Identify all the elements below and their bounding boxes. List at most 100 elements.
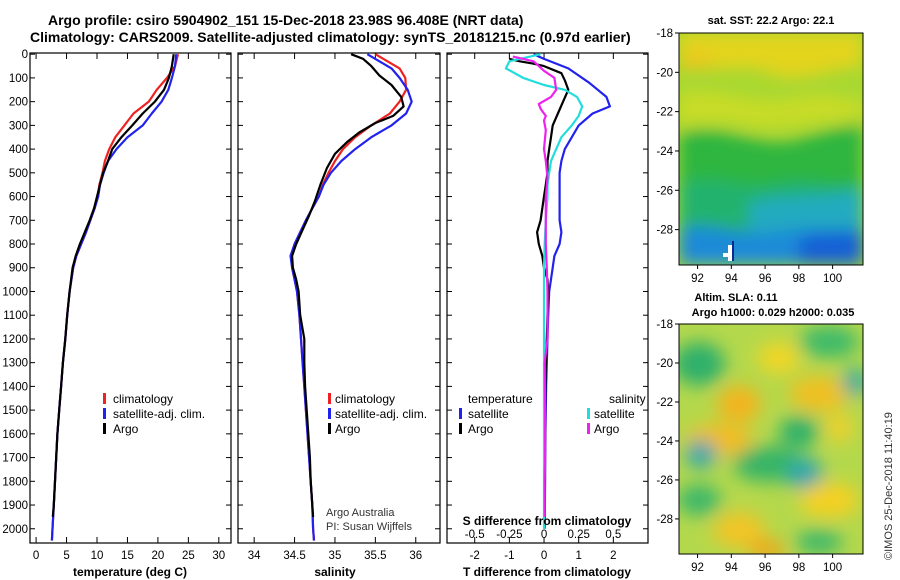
sst-map-lat-label: -28	[656, 225, 673, 237]
legend-swatch-s-satellite	[587, 408, 590, 419]
s-difference-tick-label: -0.5	[465, 529, 485, 541]
salinity-series-satellite-adj-clim-	[289, 53, 413, 541]
sst-map-lon-label: 92	[691, 273, 704, 285]
sla-map-title-2: Argo h1000: 0.029 h2000: 0.035	[692, 307, 855, 319]
footer-credit: ©IMOS 25-Dec-2018 11:40:19	[883, 412, 895, 560]
legend-label-t-argo: Argo	[468, 422, 494, 436]
salinity-axes-frame	[237, 52, 441, 544]
difference-panel: -2 -1 0 1 2 -0.5 -0.25 0 0.25 0.5 temperature sal…	[446, 52, 649, 579]
sst-map-lat-label: -22	[656, 107, 673, 119]
legend-title-salinity: salinity	[609, 392, 646, 406]
difference-series-s-argo	[512, 55, 558, 517]
temperature-panel: 0100200300400500600700800900100011001200…	[2, 49, 232, 579]
temperature-xtick-label: 5	[63, 550, 69, 562]
legend-label-satellite-adj: satellite-adj. clim.	[113, 407, 205, 421]
sla-map-lon-label: 92	[691, 562, 704, 574]
legend-swatch-climatology	[103, 393, 106, 404]
pressure-tick-label: 1200	[2, 334, 28, 346]
credit-pi: PI: Susan Wijffels	[326, 521, 412, 533]
s-difference-label: S difference from climatology	[463, 514, 632, 528]
temperature-series-climatology	[50, 53, 180, 541]
pressure-tick-label: 1000	[2, 286, 28, 298]
title-line-1: Argo profile: csiro 5904902_151 15-Dec-2…	[48, 12, 523, 28]
difference-xtick-label: -2	[470, 550, 480, 562]
legend-label-climatology: climatology	[335, 392, 395, 406]
t-difference-label: T difference from climatology	[463, 565, 631, 579]
pressure-tick-label: 2000	[2, 524, 28, 536]
salinity-series-argo	[291, 53, 405, 517]
legend-label-argo: Argo	[335, 422, 361, 436]
sla-map-panel: Altim. SLA: 0.11 Argo h1000: 0.029 h2000…	[656, 292, 864, 574]
temperature-xtick-label: 10	[91, 550, 104, 562]
temperature-xtick-label: 0	[33, 550, 39, 562]
difference-xtick-label: 1	[575, 550, 581, 562]
temperature-xtick-label: 20	[152, 550, 165, 562]
sla-map-lon-label: 100	[823, 562, 842, 574]
legend-swatch-satellite-adj	[103, 408, 106, 419]
salinity-xtick-label: 34.5	[283, 550, 305, 562]
temperature-xtick-label: 25	[182, 550, 195, 562]
sla-map-lat-label: -20	[656, 358, 673, 370]
difference-legend: temperature salinity satellite Argo sate…	[459, 392, 646, 436]
legend-label-climatology: climatology	[113, 392, 173, 406]
difference-series-s-satellite	[504, 53, 584, 529]
pressure-tick-label: 400	[9, 144, 28, 156]
argo-location-marker	[728, 245, 732, 261]
sst-map-lon-label: 98	[792, 273, 805, 285]
sla-map-lon-label: 94	[725, 562, 738, 574]
s-difference-tick-label: 0	[541, 529, 547, 541]
pressure-tick-label: 1500	[2, 405, 28, 417]
pressure-tick-label: 800	[9, 239, 28, 251]
pressure-tick-label: 0	[22, 49, 28, 61]
salinity-xtick-label: 36	[409, 550, 422, 562]
s-difference-tick-label: 0.5	[605, 529, 621, 541]
sst-map-lon-label: 96	[759, 273, 772, 285]
temperature-axes-frame	[29, 52, 232, 544]
pressure-tick-label: 900	[9, 263, 28, 275]
legend-swatch-s-argo	[587, 423, 590, 434]
sla-map-lat-label: -24	[656, 436, 673, 448]
temperature-series-argo	[51, 54, 175, 517]
legend-label-s-satellite: satellite	[594, 407, 635, 421]
temperature-xtick-label: 15	[121, 550, 134, 562]
pressure-tick-label: 300	[9, 120, 28, 132]
temperature-series-satellite-adj-clim-	[50, 54, 178, 541]
temperature-xtick-label: 30	[212, 550, 225, 562]
s-difference-tick-label: 0.25	[567, 529, 589, 541]
sla-map-lat-label: -18	[656, 319, 673, 331]
legend-title-temperature: temperature	[468, 392, 533, 406]
legend-label-t-satellite: satellite	[468, 407, 509, 421]
sla-map-lon-label: 96	[759, 562, 772, 574]
pressure-tick-label: 500	[9, 168, 28, 180]
legend-swatch-argo	[328, 423, 331, 434]
pressure-tick-label: 1100	[3, 310, 28, 322]
salinity-xtick-label: 34	[248, 550, 261, 562]
sst-map-lon-label: 100	[823, 273, 842, 285]
sla-map-lat-label: -26	[656, 475, 673, 487]
pressure-tick-label: 1300	[2, 358, 28, 370]
salinity-panel: 34 34.5 35 35.5 36 climatology satellite-adj…	[237, 52, 441, 579]
title-line-2: Climatology: CARS2009. Satellite-adjuste…	[30, 29, 631, 45]
pressure-tick-label: 1700	[2, 453, 28, 465]
pressure-tick-label: 200	[9, 97, 28, 109]
difference-xtick-label: 2	[610, 550, 616, 562]
sst-map-lat-label: -24	[656, 146, 673, 158]
sla-map-title-1: Altim. SLA: 0.11	[694, 292, 777, 304]
pressure-tick-label: 1800	[2, 476, 28, 488]
pressure-tick-label: 600	[9, 192, 28, 204]
sst-map-panel: sat. SST: 22.2 Argo: 22.1	[656, 15, 864, 285]
legend-swatch-t-argo	[459, 423, 462, 434]
legend-swatch-t-satellite	[459, 408, 462, 419]
sst-map-lat-label: -26	[656, 185, 673, 197]
sla-map-image	[679, 324, 863, 554]
difference-series-t-argo	[509, 57, 570, 517]
sst-map-image	[679, 33, 863, 265]
s-difference-tick-label: -0.25	[496, 529, 522, 541]
pressure-tick-label: 700	[9, 215, 28, 227]
sst-map-lat-label: -20	[656, 67, 673, 79]
difference-xtick-label: -1	[504, 550, 514, 562]
legend-swatch-argo	[103, 423, 106, 434]
salinity-legend: climatology satellite-adj. clim. Argo	[328, 392, 427, 436]
legend-label-s-argo: Argo	[594, 422, 620, 436]
legend-swatch-satellite-adj	[328, 408, 331, 419]
